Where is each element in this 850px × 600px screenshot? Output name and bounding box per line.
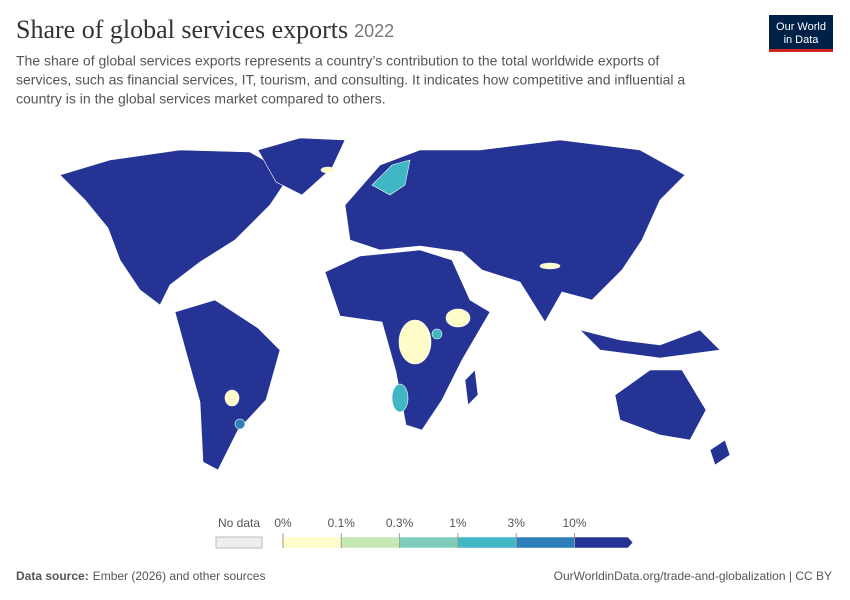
subtitle: services, such as financial services, IT… <box>16 72 685 88</box>
legend-tick-label: 3% <box>508 516 526 530</box>
eurasia[interactable] <box>344 139 686 323</box>
legend: 0% 0.1% 0.3% 1% 3% 10% <box>274 516 634 549</box>
title: Share of global services exports 2022 <box>16 15 394 44</box>
legend-swatch <box>515 536 575 549</box>
south-america[interactable] <box>174 299 281 471</box>
legend-tick-label: 0.3% <box>386 516 414 530</box>
legend-swatch <box>282 536 342 549</box>
country-uruguay[interactable] <box>234 418 246 430</box>
legend-swatch <box>341 536 400 549</box>
no-data-swatch <box>215 536 263 549</box>
legend-swatch <box>574 536 634 549</box>
legend-tick-label: 0.1% <box>328 516 356 530</box>
source: Data source: Ember (2026) and other sourc… <box>16 569 265 583</box>
title-text: Share of global services exports <box>16 15 348 44</box>
legend-swatch <box>457 536 517 549</box>
map <box>59 137 731 471</box>
legend-tick-label: 0% <box>274 516 292 530</box>
source-text: Ember (2026) and other sources <box>93 569 266 583</box>
country-ethiopia[interactable] <box>445 308 471 328</box>
country-scandinavia[interactable] <box>371 159 411 196</box>
footer-url[interactable]: OurWorldinData.org/trade-and-globalizati… <box>554 569 832 583</box>
legend-swatch <box>399 536 459 549</box>
logo-underline <box>769 49 833 52</box>
country-drc[interactable] <box>398 319 432 365</box>
country-uganda[interactable] <box>431 328 443 340</box>
logo-text: in Data <box>784 34 820 46</box>
new-zealand[interactable] <box>709 439 731 466</box>
country-paraguay[interactable] <box>224 389 240 407</box>
source-label: Data source: <box>16 569 89 583</box>
country-nepal[interactable] <box>539 262 561 270</box>
logo-text: Our World <box>776 21 826 33</box>
subtitle: The share of global services exports rep… <box>16 53 659 69</box>
subtitle: country is in the global services market… <box>16 91 386 107</box>
year: 2022 <box>354 21 394 41</box>
legend-tick-label: 1% <box>449 516 467 530</box>
country-iceland[interactable] <box>320 166 336 174</box>
southeast-asia-islands[interactable] <box>579 329 721 359</box>
madagascar[interactable] <box>464 369 479 406</box>
north-america[interactable] <box>59 149 291 306</box>
legend-tick-label: 10% <box>562 516 586 530</box>
no-data-label: No data <box>218 516 260 530</box>
australia[interactable] <box>614 369 707 441</box>
country-namibia[interactable] <box>391 383 409 413</box>
logo-box[interactable] <box>769 15 833 52</box>
